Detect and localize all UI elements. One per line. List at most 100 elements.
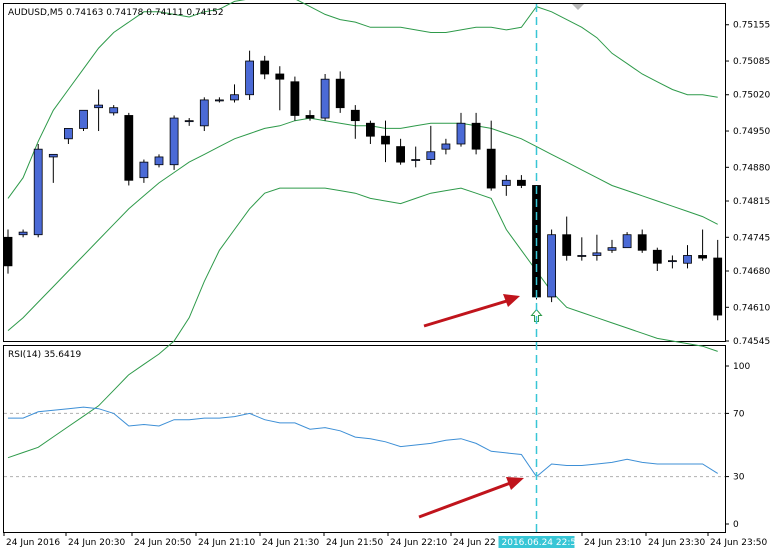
bear-candle-body xyxy=(637,234,647,251)
candle xyxy=(637,229,647,253)
candle xyxy=(3,229,13,274)
price-axis-label: 0.74610 xyxy=(733,303,770,313)
bear-candle-body xyxy=(305,115,315,119)
time-axis-label: 24 Jun 23:10 xyxy=(584,538,641,548)
time-axis-label: 24 Jun 2016 xyxy=(6,538,60,548)
bull-candle-body xyxy=(184,120,194,123)
candle xyxy=(275,66,285,111)
rsi-line xyxy=(8,406,718,478)
rsi-axis-label: 70 xyxy=(733,409,745,419)
bull-candle-body xyxy=(48,153,58,158)
bollinger-lower-band xyxy=(7,187,718,459)
candle xyxy=(501,175,511,196)
candle xyxy=(33,143,43,238)
bear-candle-body xyxy=(396,146,406,163)
bear-candle-body xyxy=(124,115,134,181)
candle xyxy=(592,234,602,261)
bull-candle-body xyxy=(79,109,88,129)
bear-candle-body xyxy=(486,148,496,189)
bollinger-upper-band xyxy=(7,0,718,199)
bear-candle-body xyxy=(471,122,481,150)
price-axis-label: 0.74815 xyxy=(733,197,770,207)
bull-candle-body xyxy=(320,78,330,119)
price-axis-label: 0.75020 xyxy=(733,91,770,101)
bull-candle-body xyxy=(230,94,239,101)
candle xyxy=(18,229,28,238)
bull-candle-body xyxy=(139,161,149,179)
time-axis-label: 24 Jun 21:30 xyxy=(262,538,319,548)
price-axis-label: 0.75085 xyxy=(733,57,770,67)
candle xyxy=(486,120,496,191)
rsi-axis-label: 100 xyxy=(733,362,750,372)
bollinger-middle-band xyxy=(7,117,718,331)
time-axis-label: 24 Jun 21:50 xyxy=(326,538,383,548)
bull-candle-body xyxy=(411,159,421,161)
bull-candle-body xyxy=(169,117,179,166)
candle xyxy=(154,154,164,168)
price-axis-label: 0.74545 xyxy=(733,337,770,347)
price-axis-label: 0.74680 xyxy=(733,267,770,277)
time-axis-label: 24 Jun 23:50 xyxy=(710,538,767,548)
candle xyxy=(139,159,149,183)
bull-candle-body xyxy=(456,122,466,145)
price-axis-label: 0.75155 xyxy=(733,21,770,31)
candle xyxy=(48,153,58,183)
candle xyxy=(230,84,239,103)
bull-candle-body xyxy=(501,179,511,186)
annotation-arrow-rsi xyxy=(418,477,524,519)
candle xyxy=(713,239,723,321)
rsi-panel[interactable] xyxy=(4,406,725,478)
candle xyxy=(260,55,270,80)
candle xyxy=(683,245,692,269)
rsi-axis-label: 0 xyxy=(733,520,739,530)
bear-candle-body xyxy=(350,109,360,122)
bear-candle-body xyxy=(290,81,300,116)
candle xyxy=(456,112,466,147)
candle xyxy=(64,128,73,144)
price-axis-label: 0.74745 xyxy=(733,233,770,243)
bear-candle-body xyxy=(652,249,662,264)
bull-candle-body xyxy=(668,260,677,263)
bull-candle-body xyxy=(245,60,255,96)
candle xyxy=(471,112,481,155)
candle xyxy=(652,247,662,272)
candle xyxy=(214,97,224,103)
bear-candle-body xyxy=(713,257,723,316)
candle xyxy=(245,50,255,100)
candle xyxy=(411,146,421,168)
bull-candle-body xyxy=(426,151,436,160)
symbol-header: AUDUSD,M5 0.74163 0.74178 0.74111 0.7415… xyxy=(8,8,224,18)
candle xyxy=(124,112,134,186)
bull-candle-body xyxy=(94,104,103,109)
time-axis-label: 24 Jun 21:10 xyxy=(198,538,255,548)
bear-candle-body xyxy=(698,255,707,259)
candle xyxy=(365,120,375,144)
bull-candle-body xyxy=(622,234,632,249)
bear-candle-body xyxy=(365,122,375,137)
time-axis-label: 24 Jun 22 xyxy=(453,538,496,548)
price-axis-label: 0.74880 xyxy=(733,163,770,173)
bull-candle-body xyxy=(441,143,451,150)
rsi-panel-frame xyxy=(3,345,726,533)
bull-candle-body xyxy=(33,148,43,236)
candle xyxy=(169,115,179,170)
annotation-arrow-price xyxy=(423,294,520,328)
chart-shift-marker[interactable] xyxy=(572,4,584,10)
candle xyxy=(426,125,436,165)
bear-candle-body xyxy=(3,236,13,267)
price-panel-frame xyxy=(3,3,726,342)
cursor-time-box xyxy=(498,536,575,548)
candle xyxy=(381,120,390,163)
candle xyxy=(94,89,103,132)
candle xyxy=(290,76,300,121)
bull-candle-body xyxy=(592,252,602,256)
candle xyxy=(184,118,194,126)
bull-candle-body xyxy=(607,247,617,251)
candle xyxy=(622,232,632,249)
bull-candle-body xyxy=(109,107,119,114)
candle xyxy=(441,138,451,155)
cursor-time-label: 2016.06.24 22:55 xyxy=(502,538,582,548)
bull-candle-body xyxy=(547,234,556,298)
candle xyxy=(562,216,572,261)
